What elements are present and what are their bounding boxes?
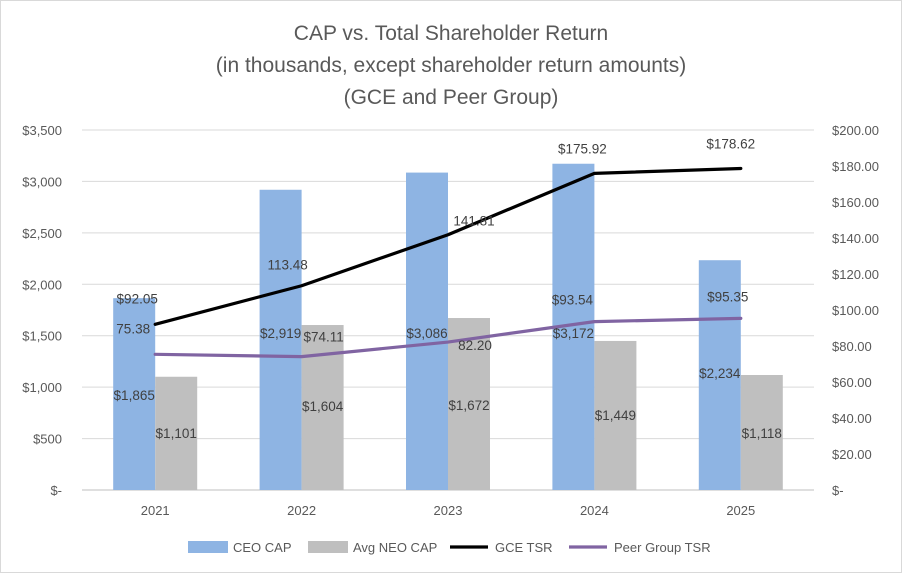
legend-label-peer-group-tsr: Peer Group TSR xyxy=(614,540,711,555)
legend-label-ceo-cap: CEO CAP xyxy=(233,540,292,555)
x-tick-label: 2022 xyxy=(287,503,316,518)
x-tick-label: 2024 xyxy=(580,503,609,518)
avg-neo-cap-label: $1,672 xyxy=(448,398,489,413)
legend-label-gce-tsr: GCE TSR xyxy=(495,540,553,555)
avg-neo-cap-label: $1,101 xyxy=(156,426,197,441)
y-right-tick-label: $60.00 xyxy=(832,375,872,390)
peer-group-tsr-label: $95.35 xyxy=(707,289,748,304)
data-labels: $1,865 $2,919 $3,086 $3,172 $2,234 $1,101 $1,6… xyxy=(114,136,782,441)
title-line-1: CAP vs. Total Shareholder Return xyxy=(294,22,608,45)
y-right-tick-label: $40.00 xyxy=(832,411,872,426)
y-right-tick-label: $180.00 xyxy=(832,159,879,174)
avg-neo-cap-label: $1,604 xyxy=(302,399,344,414)
x-tick-label: 2025 xyxy=(726,503,755,518)
x-axis: 2021 2022 2023 2024 2025 xyxy=(141,503,756,518)
y-right-tick-label: $140.00 xyxy=(832,231,879,246)
y-right-tick-label: $120.00 xyxy=(832,267,879,282)
y-axis-right: $- $20.00 $40.00 $60.00 $80.00 $100.00 $120.00… xyxy=(832,123,879,498)
title-line-2: (in thousands, except shareholder return… xyxy=(216,54,686,77)
y-left-tick-label: $- xyxy=(50,483,62,498)
gce-tsr-label: $92.05 xyxy=(117,291,158,306)
gce-tsr-label: 113.48 xyxy=(267,258,307,273)
ceo-cap-bar xyxy=(259,189,302,490)
peer-group-tsr-label: $93.54 xyxy=(552,293,594,308)
peer-group-tsr-label: $74.11 xyxy=(303,330,343,345)
y-left-tick-label: $3,000 xyxy=(22,174,62,189)
ceo-cap-bar xyxy=(698,260,741,490)
x-tick-label: 2023 xyxy=(434,503,463,518)
legend: CEO CAP Avg NEO CAP GCE TSR Peer Group TSR xyxy=(188,540,711,555)
chart-title: CAP vs. Total Shareholder Return (in thou… xyxy=(216,22,686,109)
ceo-cap-label: $1,865 xyxy=(114,388,155,403)
ceo-cap-bar xyxy=(406,172,448,490)
avg-neo-cap-bar xyxy=(448,318,490,490)
ceo-cap-label: $2,919 xyxy=(260,326,301,341)
ceo-cap-label: $2,234 xyxy=(699,366,741,381)
peer-group-tsr-line xyxy=(153,316,743,359)
y-left-tick-label: $1,500 xyxy=(22,329,62,344)
legend-label-avg-neo-cap: Avg NEO CAP xyxy=(353,540,437,555)
y-axis-left: $- $500 $1,000 $1,500 $2,000 $2,500 $3,000 $3,5… xyxy=(22,123,62,498)
ceo-cap-label: $3,172 xyxy=(553,326,594,341)
gce-tsr-label: $175.92 xyxy=(558,141,607,156)
gce-tsr-label: $178.62 xyxy=(706,136,755,151)
peer-group-tsr-label: 75.38 xyxy=(116,321,150,336)
ceo-cap-bar xyxy=(113,298,156,490)
x-tick-label: 2021 xyxy=(141,503,170,518)
avg-neo-cap-bar xyxy=(740,375,783,490)
peer-group-tsr-label: 82.20 xyxy=(458,338,492,353)
lines xyxy=(153,166,743,359)
bars xyxy=(113,163,783,491)
y-left-tick-label: $3,500 xyxy=(22,123,62,138)
y-right-tick-label: $80.00 xyxy=(832,339,872,354)
legend-swatch-ceo-cap xyxy=(188,541,228,553)
y-left-tick-label: $2,500 xyxy=(22,226,62,241)
legend-swatch-avg-neo-cap xyxy=(308,541,348,553)
y-right-tick-label: $100.00 xyxy=(832,303,879,318)
y-left-tick-label: $2,000 xyxy=(22,277,62,292)
y-left-tick-label: $1,000 xyxy=(22,380,62,395)
title-line-3: (GCE and Peer Group) xyxy=(344,86,559,109)
gce-tsr-label: 141.81 xyxy=(453,214,494,229)
y-right-tick-label: $160.00 xyxy=(832,195,879,210)
y-right-tick-label: $- xyxy=(832,483,844,498)
y-left-tick-label: $500 xyxy=(33,432,62,447)
avg-neo-cap-label: $1,449 xyxy=(595,408,636,423)
y-right-tick-label: $20.00 xyxy=(832,447,872,462)
y-right-tick-label: $200.00 xyxy=(832,123,879,138)
ceo-cap-label: $3,086 xyxy=(406,326,447,341)
avg-neo-cap-label: $1,118 xyxy=(742,426,782,441)
avg-neo-cap-bar xyxy=(155,376,198,490)
gce-tsr-line xyxy=(153,166,743,326)
avg-neo-cap-bar xyxy=(594,340,637,490)
